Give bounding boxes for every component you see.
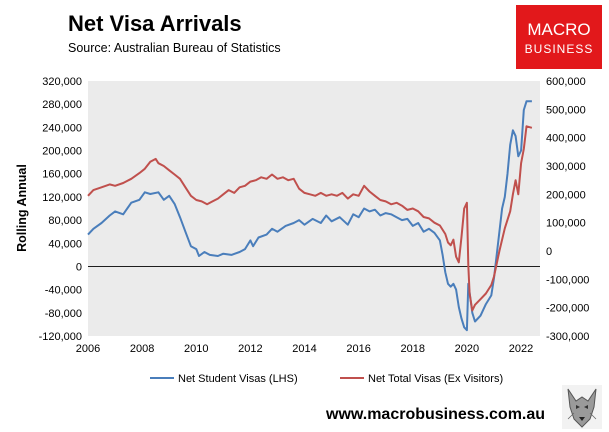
x-tick-label: 2016 <box>346 343 370 355</box>
chart-title: Net Visa Arrivals <box>68 11 242 36</box>
right-tick-label: 300,000 <box>546 161 586 173</box>
right-tick-label: 100,000 <box>546 218 586 230</box>
legend-label-total: Net Total Visas (Ex Visitors) <box>368 373 503 385</box>
x-tick-label: 2012 <box>238 343 262 355</box>
left-tick-label: 120,000 <box>42 192 82 204</box>
right-tick-label: 500,000 <box>546 104 586 116</box>
x-tick-label: 2018 <box>401 343 425 355</box>
right-tick-label: 600,000 <box>546 76 586 88</box>
left-tick-label: 40,000 <box>48 238 82 250</box>
legend-label-student: Net Student Visas (LHS) <box>178 373 298 385</box>
right-tick-label: -100,000 <box>546 274 589 286</box>
x-tick-label: 2008 <box>130 343 154 355</box>
right-tick-label: 200,000 <box>546 189 586 201</box>
series-line-total <box>87 125 533 312</box>
x-tick-label: 2006 <box>76 343 100 355</box>
logo-line1: MACRO <box>527 20 590 39</box>
macrobusiness-logo: MACRO BUSINESS <box>516 5 602 69</box>
right-tick-label: 400,000 <box>546 133 586 145</box>
left-tick-label: 0 <box>76 261 82 273</box>
right-tick-label: 0 <box>546 246 552 258</box>
right-tick-label: -200,000 <box>546 303 589 315</box>
y-axis-label: Rolling Annual <box>15 164 29 252</box>
x-tick-label: 2010 <box>184 343 208 355</box>
left-axis-ticks: -120,000 -80,000 -40,000 0 40,000 80,000 120,0… <box>39 76 82 343</box>
x-tick-label: 2022 <box>509 343 533 355</box>
left-tick-label: -80,000 <box>45 308 82 320</box>
left-tick-label: 80,000 <box>48 215 82 227</box>
website-url: www.macrobusiness.com.au <box>325 406 545 423</box>
wolf-head-icon <box>562 385 602 429</box>
logo-line2: BUSINESS <box>525 42 594 56</box>
left-tick-label: 240,000 <box>42 122 82 134</box>
series-line-student <box>87 100 532 332</box>
left-tick-label: -120,000 <box>39 331 82 343</box>
x-tick-label: 2014 <box>292 343 316 355</box>
x-axis-ticks: 2006 2008 2010 2012 2014 2016 2018 2020 2022 <box>76 343 534 355</box>
left-tick-label: -40,000 <box>45 285 82 297</box>
left-tick-label: 280,000 <box>42 99 82 111</box>
left-tick-label: 160,000 <box>42 169 82 181</box>
logo-background <box>516 5 602 69</box>
chart-source: Source: Australian Bureau of Statistics <box>68 41 281 55</box>
series-lines <box>87 100 533 332</box>
right-axis-ticks: -300,000 -200,000 -100,000 0 100,000 200,000 3… <box>546 76 589 343</box>
right-tick-label: -300,000 <box>546 331 589 343</box>
left-tick-label: 320,000 <box>42 76 82 88</box>
plot-area <box>88 81 540 336</box>
left-tick-label: 200,000 <box>42 146 82 158</box>
x-tick-label: 2020 <box>455 343 479 355</box>
legend: Net Student Visas (LHS) Net Total Visas … <box>150 373 503 385</box>
